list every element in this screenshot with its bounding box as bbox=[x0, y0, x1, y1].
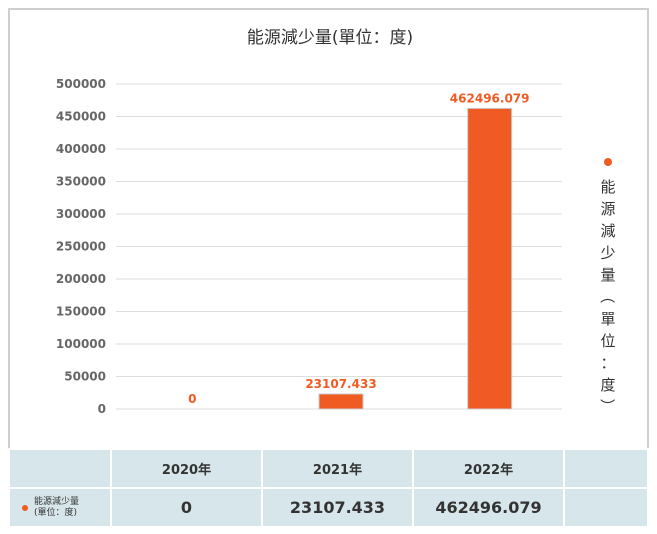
bars bbox=[318, 107, 513, 410]
table-row-label: 能源減少量 (單位：度) bbox=[8, 487, 112, 528]
bar-2 bbox=[467, 107, 513, 410]
table-header-2021: 2021年 bbox=[261, 448, 414, 489]
table-empty-cell bbox=[563, 487, 649, 528]
data-table: 2020年 2021年 2022年 能源減少量 (單位：度) 0 23107.43… bbox=[8, 448, 649, 528]
legend-char: 少 bbox=[600, 244, 615, 262]
row-label-line2: (單位：度) bbox=[34, 507, 78, 518]
bar-1 bbox=[318, 393, 364, 410]
legend-char: 位 bbox=[600, 332, 615, 350]
table-empty-cell bbox=[563, 448, 649, 489]
table-header-2022: 2022年 bbox=[412, 448, 565, 489]
table-row: 能源減少量 (單位：度) 0 23107.433 462496.079 bbox=[8, 487, 649, 528]
legend-dot-icon bbox=[604, 158, 612, 166]
y-tick-label: 350000 bbox=[56, 175, 106, 189]
legend-char: 能 bbox=[600, 178, 615, 196]
legend-char: 源 bbox=[600, 200, 615, 218]
data-label-0: 0 bbox=[188, 392, 196, 406]
y-tick-label: 300000 bbox=[56, 207, 106, 221]
legend-dot-icon bbox=[22, 504, 28, 511]
legend-char: 單 bbox=[600, 310, 615, 328]
table-value-2020: 0 bbox=[110, 487, 263, 528]
table-value-2021: 23107.433 bbox=[261, 487, 414, 528]
y-tick-label: 400000 bbox=[56, 142, 106, 156]
table-header-row: 2020年 2021年 2022年 bbox=[8, 448, 649, 489]
y-tick-label: 50000 bbox=[64, 370, 106, 384]
y-tick-label: 500000 bbox=[56, 77, 106, 91]
legend-char: ： bbox=[600, 354, 615, 372]
legend: 能源減少量 （ 單位 ： 度 ） bbox=[598, 158, 616, 414]
chart-title: 能源減少量(單位：度) bbox=[247, 28, 413, 48]
y-axis-ticks: 0 50000 100000 150000 200000 250000 300000 3500… bbox=[56, 77, 106, 416]
table-header-2020: 2020年 bbox=[110, 448, 263, 489]
table-value-2022: 462496.079 bbox=[412, 487, 565, 528]
y-tick-label: 250000 bbox=[56, 240, 106, 254]
legend-char: 量 bbox=[600, 266, 615, 284]
y-tick-label: 450000 bbox=[56, 110, 106, 124]
legend-char: 減 bbox=[600, 222, 615, 240]
data-labels: 0 23107.433 462496.079 bbox=[188, 91, 529, 406]
y-tick-label: 0 bbox=[98, 402, 106, 416]
y-tick-label: 200000 bbox=[56, 272, 106, 286]
y-tick-label: 100000 bbox=[56, 337, 106, 351]
data-label-1: 23107.433 bbox=[305, 377, 376, 391]
legend-char: 度 bbox=[600, 376, 615, 394]
y-tick-label: 150000 bbox=[56, 305, 106, 319]
chart-frame bbox=[8, 8, 649, 526]
legend-char: （ bbox=[598, 288, 616, 303]
table-corner-cell bbox=[8, 448, 112, 489]
data-label-2: 462496.079 bbox=[450, 91, 530, 105]
legend-char: ） bbox=[598, 398, 616, 413]
row-label-line1: 能源減少量 bbox=[34, 496, 80, 507]
